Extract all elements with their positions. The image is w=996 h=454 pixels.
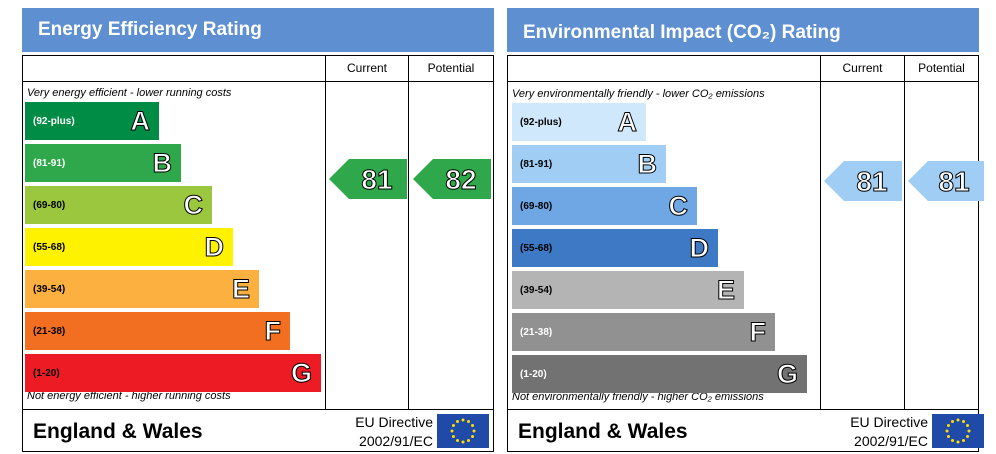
band-d: (55-68) D — [512, 229, 718, 267]
eu-star — [467, 419, 470, 423]
rating-table: Current Potential Very energy efficient … — [22, 55, 494, 452]
footer-region: England & Wales — [518, 420, 688, 443]
eu-flag-icon — [437, 414, 489, 448]
footer-region: England & Wales — [33, 420, 203, 443]
column-header-current: Current — [346, 61, 387, 75]
eu-star — [951, 419, 954, 423]
environmental-impact-panel: Environmental Impact (CO₂) Rating Curren… — [507, 8, 984, 452]
eu-star — [472, 429, 476, 433]
directive-line1: EU Directive — [850, 414, 928, 430]
energy-efficiency-panel: Energy Efficiency Rating Current Potenti… — [22, 8, 494, 452]
panel-title: Environmental Impact (CO₂) Rating — [507, 8, 979, 52]
band-c: (69-80) C — [512, 187, 697, 225]
band-a: (92-plus) A — [25, 102, 159, 140]
panel-title: Energy Efficiency Rating — [22, 8, 494, 52]
eu-star — [962, 439, 965, 443]
band-range-label: (39-54) — [520, 284, 553, 296]
band-letter: C — [183, 189, 203, 220]
band-c: (69-80) C — [25, 186, 212, 224]
eu-star — [951, 439, 954, 443]
current-rating-arrow: 81 — [329, 159, 407, 199]
band-e: (39-54) E — [512, 271, 744, 309]
band-range-label: (55-68) — [520, 242, 553, 254]
band-f: (21-38) F — [25, 312, 290, 350]
band-f: (21-38) F — [512, 313, 775, 351]
top-caption: Very environmentally friendly - lower CO… — [512, 88, 765, 100]
band-letter: C — [668, 190, 688, 221]
potential-rating-arrow: 81 — [908, 161, 984, 201]
band-range-label: (55-68) — [33, 241, 66, 253]
top-caption: Very energy efficient - lower running co… — [27, 87, 232, 99]
band-range-label: (92-plus) — [520, 116, 562, 128]
eu-star — [966, 435, 970, 438]
column-header-current: Current — [842, 61, 883, 75]
eu-star — [461, 440, 465, 444]
band-range-label: (81-91) — [520, 158, 553, 170]
band-letter: B — [152, 147, 172, 178]
directive-line2: 2002/91/EC — [359, 433, 433, 449]
eu-star — [456, 439, 459, 443]
band-range-label: (81-91) — [33, 157, 66, 169]
eu-star — [471, 424, 475, 427]
footer-directive: EU Directive 2002/91/EC — [820, 413, 928, 451]
band-range-label: (1-20) — [520, 368, 547, 380]
eu-star — [451, 424, 455, 427]
band-range-label: (69-80) — [33, 199, 66, 211]
band-letter: A — [617, 106, 637, 137]
directive-line1: EU Directive — [355, 414, 433, 430]
band-letter: G — [776, 358, 798, 389]
band-d: (55-68) D — [25, 228, 233, 266]
eu-star — [956, 418, 960, 422]
band-letter: E — [716, 274, 735, 305]
band-range-label: (92-plus) — [33, 115, 75, 127]
eu-star — [461, 418, 465, 422]
eu-star — [962, 419, 965, 423]
directive-line2: 2002/91/EC — [854, 433, 928, 449]
band-letter: A — [130, 105, 150, 136]
eu-star — [967, 429, 971, 433]
eu-star — [471, 435, 475, 438]
band-g: (1-20) G — [512, 355, 807, 393]
band-letter: E — [231, 273, 250, 304]
bottom-caption: Not environmentally friendly - higher CO… — [512, 391, 764, 403]
eu-star — [451, 435, 455, 438]
band-range-label: (39-54) — [33, 283, 66, 295]
band-letter: D — [204, 231, 224, 262]
eu-star — [450, 429, 454, 433]
rating-table: Current Potential Very environmentally f… — [507, 55, 984, 452]
potential-rating-arrow: 82 — [413, 159, 491, 199]
bottom-caption: Not energy efficient - higher running co… — [27, 390, 231, 402]
eu-star — [467, 439, 470, 443]
eu-star — [966, 424, 970, 427]
band-b: (81-91) B — [512, 145, 666, 183]
eu-star — [456, 419, 459, 423]
band-letter: B — [637, 148, 657, 179]
band-a: (92-plus) A — [512, 103, 646, 141]
column-header-potential: Potential — [918, 61, 965, 75]
eu-flag-icon — [932, 414, 984, 448]
current-rating-value: 81 — [856, 166, 887, 197]
eu-star — [956, 440, 960, 444]
band-letter: G — [290, 357, 312, 388]
current-rating-arrow: 81 — [824, 161, 902, 201]
band-range-label: (21-38) — [33, 325, 66, 337]
eu-star — [946, 424, 950, 427]
column-header-potential: Potential — [427, 61, 475, 75]
potential-rating-value: 81 — [938, 166, 969, 197]
potential-rating-value: 82 — [445, 164, 476, 195]
eu-star — [946, 435, 950, 438]
band-letter: F — [264, 315, 281, 346]
band-letter: D — [689, 232, 709, 263]
band-range-label: (1-20) — [33, 367, 60, 379]
band-g: (1-20) G — [25, 354, 321, 392]
eu-star — [945, 429, 949, 433]
band-range-label: (69-80) — [520, 200, 553, 212]
band-range-label: (21-38) — [520, 326, 553, 338]
band-b: (81-91) B — [25, 144, 181, 182]
band-e: (39-54) E — [25, 270, 259, 308]
footer-directive: EU Directive 2002/91/EC — [325, 413, 433, 451]
band-letter: F — [749, 316, 766, 347]
current-rating-value: 81 — [361, 164, 392, 195]
